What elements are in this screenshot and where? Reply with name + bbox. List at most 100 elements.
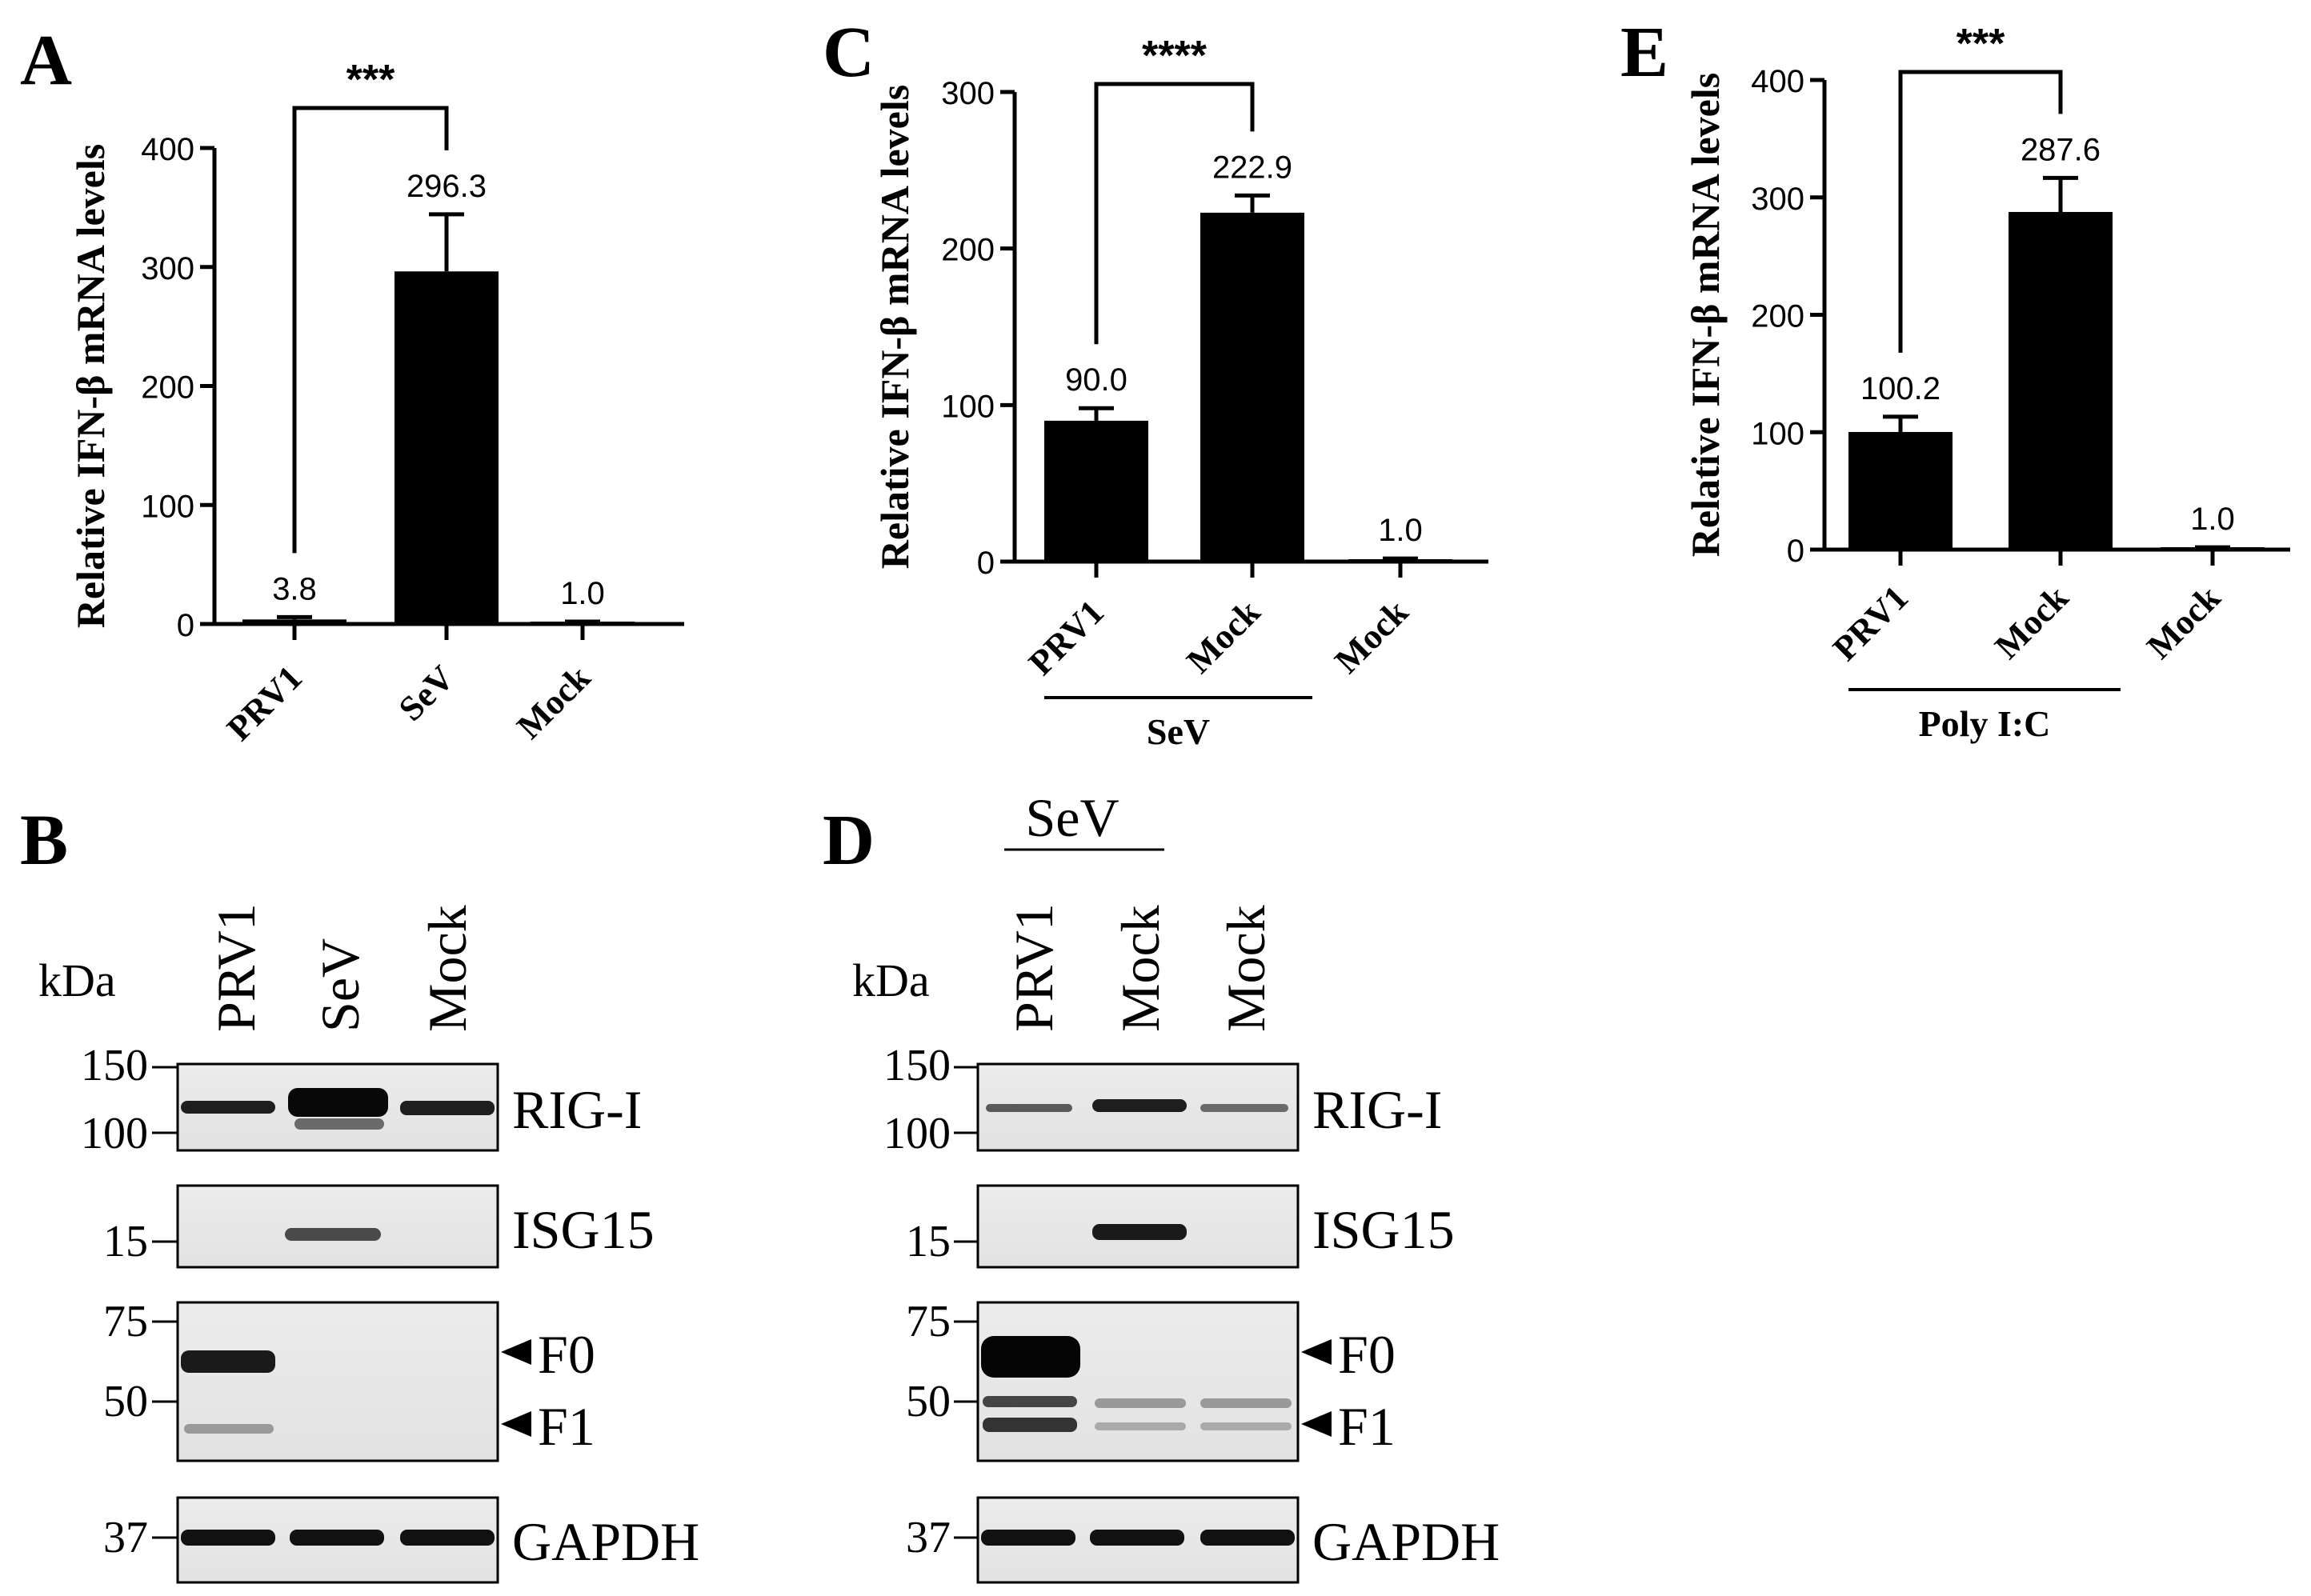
blot-label-isg15: ISG15	[512, 1199, 655, 1260]
x-tick-label: Mock	[1327, 592, 1416, 681]
bar	[1848, 431, 1953, 550]
blot-band	[981, 1336, 1080, 1378]
bar	[242, 619, 346, 624]
panel-letter-e: E	[1620, 13, 1668, 92]
lane-label-b-3: Mock	[417, 905, 478, 1032]
marker-label: 15	[103, 1217, 148, 1266]
x-tick-label: PRV1	[1825, 578, 1916, 668]
lane-label-d-2: Mock	[1110, 905, 1171, 1032]
y-tick-label: 200	[941, 233, 995, 268]
data-label: 90.0	[1065, 362, 1127, 398]
x-tick-label: SeV	[391, 658, 462, 728]
marker-label: 75	[103, 1297, 148, 1346]
blot-label-f0: F0	[1338, 1324, 1396, 1385]
y-axis-label: Relative IFN-β mRNA levels	[68, 144, 113, 628]
blot-band	[184, 1424, 274, 1434]
blot-band	[1200, 1104, 1288, 1112]
kda-label-d: kDa	[852, 954, 930, 1006]
blot-band	[1092, 1099, 1187, 1112]
data-label: 3.8	[272, 571, 317, 606]
marker-label: 50	[103, 1377, 148, 1426]
blot-band	[983, 1396, 1077, 1407]
blot-label-f0: F0	[538, 1324, 595, 1385]
significance-bracket	[1898, 70, 2063, 353]
significance-label: ***	[1957, 21, 2005, 67]
significance-label: ****	[1142, 33, 1208, 79]
group-label: SeV	[1147, 711, 1210, 752]
panel-letter-b: B	[20, 801, 68, 880]
blot-band	[1092, 1224, 1187, 1240]
marker-label: 100	[81, 1109, 148, 1158]
blot-label-gapdh: GAPDH	[1312, 1511, 1500, 1572]
arrow-icon	[1301, 1411, 1332, 1437]
marker-label: 50	[906, 1377, 951, 1426]
panel-letter-d: D	[823, 801, 875, 880]
y-tick-label: 300	[141, 251, 194, 286]
lane-label-b-1: PRV1	[206, 903, 266, 1032]
blot-frame	[176, 1301, 499, 1462]
blot-band	[981, 1530, 1075, 1546]
bar	[1044, 420, 1148, 562]
group-label-d: SeV	[1025, 787, 1119, 848]
blot-band	[1090, 1530, 1184, 1546]
x-tick-label: PRV1	[219, 658, 310, 748]
y-tick-label: 200	[1751, 299, 1804, 334]
blot-band	[986, 1104, 1072, 1112]
blot-label-rig-i: RIG-I	[1312, 1079, 1442, 1140]
marker-label: 100	[883, 1109, 951, 1158]
significance-bracket	[292, 106, 449, 554]
y-tick-label: 100	[941, 389, 995, 424]
arrow-icon	[501, 1339, 531, 1365]
y-tick-label: 300	[1751, 182, 1804, 217]
data-label: 296.3	[407, 169, 487, 204]
chart-panel-e: 0 100 200 300 400 Relative IFN-β mRNA levels 1…	[1683, 21, 2290, 744]
blot-label-gapdh: GAPDH	[512, 1511, 699, 1572]
marker-label: 15	[906, 1217, 951, 1266]
marker-label: 75	[906, 1297, 951, 1346]
data-label: 1.0	[560, 576, 605, 611]
x-tick-label: Mock	[509, 658, 598, 746]
lane-label-d-3: Mock	[1216, 905, 1276, 1032]
blot-band	[181, 1101, 275, 1114]
blot-band	[1095, 1398, 1186, 1408]
blot-band	[1095, 1422, 1186, 1430]
bar	[1200, 212, 1304, 562]
y-tick-label: 400	[1751, 64, 1804, 99]
y-tick-label: 300	[941, 76, 995, 111]
x-tick-label: Mock	[2139, 578, 2228, 666]
chart-panel-c: 0 100 200 300 Relative IFN-β mRNA levels 90.0…	[872, 33, 1488, 752]
chart-panel-a: 0 100 200 300 400 Relative IFN-β mRNA levels 3…	[68, 57, 684, 748]
panel-letter-c: C	[823, 13, 875, 92]
blot-band	[1200, 1530, 1295, 1546]
blot-frame	[976, 1301, 1300, 1462]
marker-label: 37	[103, 1513, 148, 1562]
blot-band	[290, 1530, 384, 1546]
blot-band	[1200, 1422, 1292, 1430]
blot-label-rig-i: RIG-I	[512, 1079, 642, 1140]
blot-panel-d: SeV kDa PRV1 Mock Mock 150 100 RIG-I 15 …	[852, 787, 1500, 1584]
blot-band	[1200, 1398, 1292, 1408]
blot-band	[294, 1118, 384, 1130]
y-tick-label: 0	[977, 546, 995, 581]
marker-label: 150	[81, 1041, 148, 1090]
blot-band	[181, 1350, 275, 1373]
y-axis-label: Relative IFN-β mRNA levels	[872, 85, 917, 569]
blot-label-isg15: ISG15	[1312, 1199, 1455, 1260]
y-tick-label: 0	[1787, 534, 1804, 569]
y-tick-label: 200	[141, 370, 194, 406]
blot-band	[983, 1418, 1077, 1432]
x-tick-label: Mock	[1987, 578, 2076, 666]
significance-label: ***	[346, 57, 395, 103]
marker-label: 37	[906, 1513, 951, 1562]
x-tick-label: PRV1	[1021, 592, 1111, 682]
lane-label-b-2: SeV	[310, 938, 370, 1032]
blot-band	[288, 1088, 388, 1117]
y-tick-label: 400	[141, 132, 194, 167]
data-label: 1.0	[2190, 502, 2235, 537]
data-label: 222.9	[1212, 150, 1292, 185]
blot-band	[400, 1530, 495, 1546]
group-label: Poly I:C	[1919, 703, 2051, 744]
y-tick-label: 0	[177, 608, 194, 643]
data-label: 1.0	[1378, 513, 1423, 548]
